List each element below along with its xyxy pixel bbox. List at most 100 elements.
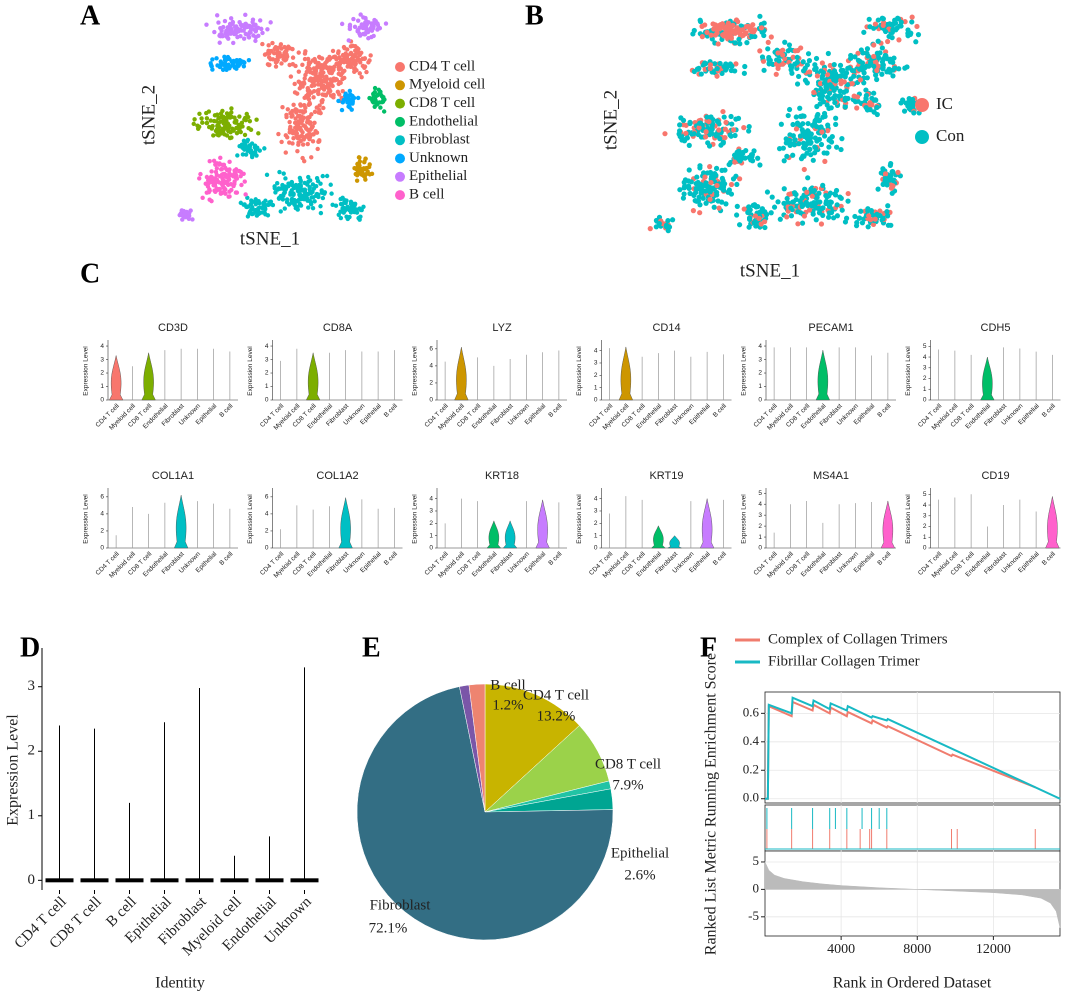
cell-dot [841,79,847,85]
y-tick-label: 0 [594,397,598,404]
cell-dot [260,30,265,36]
cell-dot [342,75,347,81]
cell-dot [223,191,228,196]
cell-dot [780,52,786,58]
cell-dot [305,196,310,202]
cell-dot [251,151,256,156]
cell-dot [854,94,861,100]
cell-dot [865,53,871,59]
cell-dot [220,126,226,132]
cell-dot [354,178,360,183]
cell-dot [819,205,825,212]
cell-dot [221,178,226,183]
cell-dot [825,128,831,134]
cell-dot [723,67,729,73]
cell-dot [822,158,828,164]
cell-dot [775,199,781,205]
legend-swatch [395,171,405,182]
cell-dot [889,182,895,189]
cell-dot [304,69,309,75]
cell-dot [732,132,738,139]
cell-dot [207,159,212,164]
cell-dot [775,65,781,71]
legend-label: Unknown [409,150,469,166]
cell-dot [877,208,883,214]
violin [980,356,995,401]
zero-cluster [150,878,179,883]
cell-dot [262,146,267,151]
legend-swatch [395,98,405,109]
cell-dot [275,180,280,186]
cell-dot [817,80,824,87]
cell-dot [308,70,313,75]
violin [651,525,666,549]
x-tick-label: 4000 [827,942,855,957]
cell-dot [282,50,287,56]
cell-dot [717,136,723,142]
cell-dot [712,61,718,67]
x-tick-label: B cell [383,402,400,419]
cell-dot [243,152,249,157]
cell-dot [885,38,891,45]
cell-dot [303,105,308,111]
cell-dot [324,173,330,179]
cell-dot [353,52,358,57]
cell-dot [706,132,713,138]
legend-swatch [395,190,405,201]
cell-dot [756,210,762,216]
cell-dot [902,19,908,25]
cell-dot [366,164,372,170]
cell-dot [232,115,237,120]
cell-dot [757,13,763,19]
cell-dot [734,203,740,209]
cell-dot [811,89,817,95]
cell-dot [714,192,720,198]
zero-cluster [115,878,144,883]
cell-dot [812,62,818,68]
cell-dot [287,62,292,68]
cell-dot [317,138,322,143]
cell-dot [305,56,311,62]
cell-dot [837,62,844,68]
cell-dot [182,212,187,217]
cell-dot [683,130,689,136]
cell-dot [871,53,877,60]
cell-dot [867,100,873,106]
cell-dot [694,174,700,180]
cell-dot [818,141,825,148]
cell-dot [231,30,236,35]
cell-dot [812,119,818,126]
cell-dot [288,124,293,130]
cell-dot [707,164,713,170]
y-axis-label: Expression Level [576,346,583,396]
cell-dot [276,196,282,201]
slice-label: B cell [490,677,525,693]
cell-dot [371,33,376,39]
cell-dot [798,45,804,51]
cell-dot [249,26,254,32]
cell-dot [873,59,879,65]
cell-dot [781,186,787,192]
cell-dot [359,74,364,80]
cell-dot [833,121,839,128]
cell-dot [816,190,822,196]
cell-dot [839,135,845,142]
cell-dot [358,60,363,65]
cell-dot [680,122,686,128]
cell-dot [338,201,344,207]
cell-dot [215,112,220,117]
y-tick-label: 1 [758,383,762,390]
cell-dot [874,104,880,110]
cell-dot [190,217,195,222]
cell-dot [884,182,890,188]
cell-dot [826,210,832,216]
cell-dot [825,50,831,57]
cell-dot [195,126,201,132]
cell-dot [315,146,320,152]
cell-dot [695,186,701,192]
violin-title: MS4A1 [813,470,849,482]
cell-dot [357,159,363,164]
cell-dot [793,114,799,120]
cell-dot [696,65,702,71]
cell-dot [820,182,826,188]
